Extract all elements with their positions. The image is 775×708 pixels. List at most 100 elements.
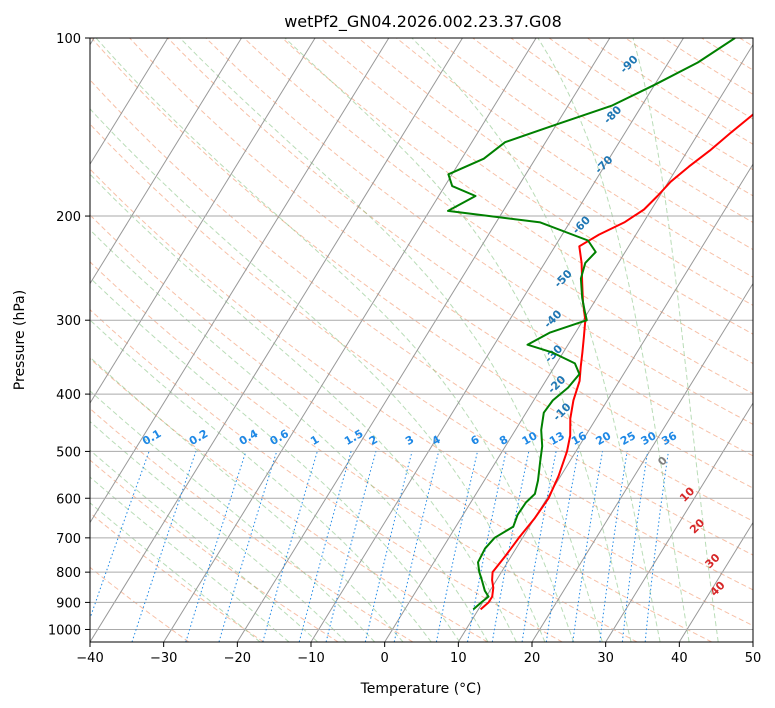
moist-adiabat-line [95, 38, 575, 642]
y-tick-label: 1000 [48, 623, 81, 638]
isotherm-line [90, 38, 390, 524]
mixing-ratio-line [218, 451, 278, 642]
dry-adiabat-line [90, 123, 753, 591]
mixing-ratio-label: 0.6 [268, 427, 292, 448]
dry-adiabat-label: -80 [601, 103, 624, 126]
dry-adiabat-line [205, 38, 753, 425]
dry-adiabat-line [281, 38, 753, 365]
mixing-ratio-line [572, 451, 603, 642]
mixing-ratio-line [491, 451, 530, 642]
axes-layer: −40 −30 −20 −10 0 10 20 30 40 5010020030040050060… [48, 32, 761, 666]
moist-adiabat-line [90, 476, 290, 642]
dry-adiabat-line [90, 79, 753, 556]
dry-adiabat-line [396, 38, 753, 278]
dry-adiabat-line [90, 512, 264, 642]
mixing-ratio-label: 25 [618, 429, 638, 448]
y-tick-label: 100 [56, 32, 81, 47]
plot-frame [89, 37, 754, 643]
dry-adiabat-line [472, 38, 753, 224]
y-tick-label: 900 [56, 596, 81, 611]
x-tick-label: 50 [745, 651, 762, 666]
y-tick-label: 500 [56, 445, 81, 460]
moist-adiabat-line [411, 38, 661, 642]
isotherm-line [531, 282, 753, 642]
temperature-profile-line [479, 113, 753, 611]
isotherm-line [90, 38, 242, 285]
mixing-ratio-label: 36 [659, 429, 679, 448]
x-tick-label: 10 [450, 651, 467, 666]
mixing-ratio-line [90, 451, 150, 620]
isotherm-line [384, 43, 753, 642]
dry-adiabat-line [358, 38, 753, 306]
isotherm-line [310, 38, 684, 642]
line-labels: 0.1 0.2 0.4 0.6 1 1.5 2 3 4 6 8 10 13 16 20 25 30 36-100-… [140, 11, 728, 599]
moist-adiabat-line [90, 356, 404, 642]
dry-adiabat-line [90, 214, 712, 642]
mixing-ratio-label: 16 [569, 429, 589, 448]
mixing-ratio-line [545, 451, 579, 642]
x-tick-label: 0 [381, 651, 389, 666]
moist-adiabat-label: 0 [655, 454, 670, 469]
isotherm-line [678, 521, 753, 642]
isotherm-line [90, 38, 169, 166]
dry-adiabat-line [91, 38, 753, 522]
mixing-ratio-label: 2 [367, 433, 380, 448]
moist-adiabat-label: 10 [677, 484, 697, 504]
dry-adiabat-line [90, 407, 414, 642]
mixing-ratio-label: 13 [547, 429, 567, 448]
mixing-ratio-line [393, 451, 440, 642]
moist-adiabat-line [90, 173, 517, 642]
mixing-ratio-line [364, 451, 413, 642]
moist-adiabat-line [90, 449, 319, 642]
y-tick-label: 600 [56, 492, 81, 507]
x-tick-label: 40 [671, 651, 688, 666]
moist-adiabat-line [179, 38, 603, 642]
mixing-ratio-label: 0.1 [140, 427, 163, 448]
isotherm-line [90, 38, 316, 405]
mixing-ratio-label: 8 [497, 433, 510, 448]
isotherm-line [163, 38, 537, 642]
y-tick-label: 400 [56, 388, 81, 403]
isotherm-line [457, 163, 753, 642]
dry-adiabat-line [167, 38, 753, 457]
mixing-ratio-label: 0.4 [237, 427, 261, 448]
x-tick-label: −30 [150, 651, 177, 666]
background-lines [90, 38, 753, 642]
mixing-ratio-label: 20 [594, 429, 614, 448]
dry-adiabat-label: -40 [541, 307, 564, 330]
x-tick-label: −20 [224, 651, 251, 666]
moist-adiabat-label: 30 [703, 551, 723, 571]
moist-adiabat-line [632, 38, 719, 642]
series-layer [447, 38, 753, 611]
dry-adiabat-line [586, 38, 753, 145]
isotherm-line [752, 641, 753, 642]
y-tick-label: 700 [56, 532, 81, 547]
mixing-ratio-label: 1.5 [342, 427, 365, 448]
dry-adiabat-line [510, 38, 753, 197]
mixing-ratio-label: 10 [520, 429, 540, 448]
mixing-ratio-line [435, 451, 478, 642]
moist-adiabat-line [90, 229, 489, 642]
dry-adiabat-line [434, 38, 753, 251]
moist-adiabat-line [90, 319, 432, 642]
dry-adiabat-label: -100 [625, 11, 654, 40]
y-tick-label: 200 [56, 210, 81, 225]
y-tick-label: 300 [56, 314, 81, 329]
dry-adiabat-line [90, 459, 339, 642]
mixing-ratio-line [298, 451, 352, 642]
moist-adiabat-line [90, 277, 461, 642]
isotherm-line [605, 402, 753, 642]
mixing-ratio-line [262, 451, 318, 642]
y-tick-label: 800 [56, 566, 81, 581]
mixing-ratio-line [621, 451, 649, 642]
mixing-ratio-line [599, 451, 628, 642]
dry-adiabat-label: -50 [552, 267, 575, 290]
x-tick-label: −40 [76, 651, 103, 666]
moist-adiabat-line [90, 420, 347, 642]
dewpoint-profile-line [447, 38, 736, 611]
mixing-ratio-line [131, 451, 197, 642]
dry-adiabat-line [90, 168, 753, 627]
mixing-ratio-line [325, 451, 377, 642]
mixing-ratio-line [521, 451, 557, 642]
